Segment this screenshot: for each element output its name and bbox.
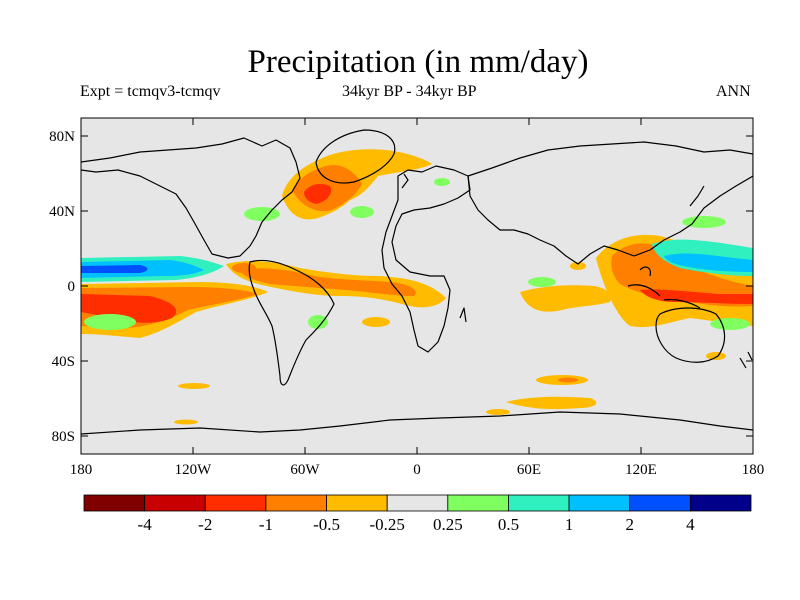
x-tick-label: 120E (625, 462, 657, 478)
colorbar-swatch (568, 494, 631, 512)
north-america-coastline (81, 137, 301, 259)
maritime-continent-coastline (627, 266, 701, 309)
y-tick-label: 80N (49, 129, 75, 145)
colorbar-label: 1 (565, 515, 574, 534)
arabian-sea-negative-region (570, 262, 586, 270)
coastlines (81, 129, 753, 435)
subantarctic-negative-spot (174, 419, 198, 425)
colorbar-label: -4 (138, 515, 153, 534)
europe-positive-region (434, 178, 450, 186)
gulf-negative-region (232, 263, 256, 273)
colorbar-swatch (629, 494, 691, 512)
amazon-positive-region (308, 315, 328, 329)
colorbar-swatch (689, 494, 752, 512)
north-atlantic-core-region (304, 184, 332, 204)
x-tick-label: 120W (175, 462, 213, 478)
madagascar-coastline (459, 307, 467, 323)
new-zealand-coastline (739, 351, 753, 369)
colorbar-label: -2 (198, 515, 212, 534)
south-pacific-negative-spot (178, 383, 210, 389)
asia-coastline (467, 141, 753, 265)
colorbar-label: -0.5 (313, 515, 340, 534)
precip-anomaly-field (81, 149, 753, 425)
labrador-positive-region (244, 207, 280, 221)
colorbar-swatch (326, 494, 388, 512)
south-pacific-positive-region (84, 314, 136, 330)
atlantic-positive-region (350, 206, 374, 218)
colorbar-swatch (144, 494, 206, 512)
x-tick-label: 60W (290, 462, 320, 478)
colorbar-swatch (204, 494, 267, 512)
indian-ocean-negative-band (520, 285, 612, 312)
colorbar-swatch (447, 494, 509, 512)
indian-ocean-positive-region (528, 277, 556, 287)
colorbar-label: -1 (259, 515, 273, 534)
south-pacific-negative-spot-2 (706, 352, 726, 360)
y-axis: 80N 40N 0 40S 80S (49, 129, 753, 445)
west-pacific-positive-region (710, 318, 750, 330)
uk-coastline (401, 173, 409, 189)
x-tick-label: 180 (70, 462, 93, 478)
y-tick-label: 40S (52, 354, 75, 370)
colorbar-swatch (508, 494, 570, 512)
plot-title: Precipitation (in mm/day) (247, 44, 589, 80)
colorbar-label: -0.25 (369, 515, 404, 534)
x-tick-label: 0 (413, 462, 421, 478)
south-america-coastline (248, 259, 335, 386)
east-pacific-core-band (81, 265, 148, 273)
colorbar-label: 0.25 (433, 515, 463, 534)
season-label: ANN (716, 83, 751, 100)
north-pacific-strong-positive-band (664, 253, 753, 272)
y-tick-label: 40N (49, 204, 75, 220)
colorbar-label: 0.5 (498, 515, 519, 534)
colorbar-swatch (83, 494, 146, 512)
south-indian-strong-negative-region (558, 377, 578, 383)
tropical-atlantic-strong-negative-band (240, 268, 416, 296)
colorbar-swatch (386, 494, 449, 512)
x-axis: 180 120W 60W 0 60E 120E 180 (70, 118, 765, 478)
colorbar-label: 2 (625, 515, 634, 534)
colorbar: -4 -2 -1 -0.5 -0.25 0.25 0.5 1 2 4 (83, 494, 752, 534)
west-pacific-core-region (640, 289, 753, 304)
southern-ocean-negative-spot (486, 409, 510, 415)
colorbar-swatch (265, 494, 327, 512)
antarctica-coastline (81, 411, 753, 435)
greenland-coastline (315, 129, 396, 184)
y-tick-label: 80S (52, 429, 75, 445)
southern-ocean-negative-band (506, 396, 597, 410)
x-tick-label: 60E (517, 462, 541, 478)
y-tick-label: 0 (68, 279, 76, 295)
experiment-label: Expt = tcmqv3-tcmqv (80, 83, 221, 100)
period-label: 34kyr BP - 34kyr BP (342, 83, 477, 100)
x-tick-label: 180 (742, 462, 765, 478)
south-atlantic-negative-region (362, 317, 390, 327)
japan-coastline (689, 185, 705, 207)
colorbar-label: 4 (686, 515, 695, 534)
north-pacific-mid-positive-region (682, 216, 726, 228)
australia-coastline (655, 307, 726, 363)
